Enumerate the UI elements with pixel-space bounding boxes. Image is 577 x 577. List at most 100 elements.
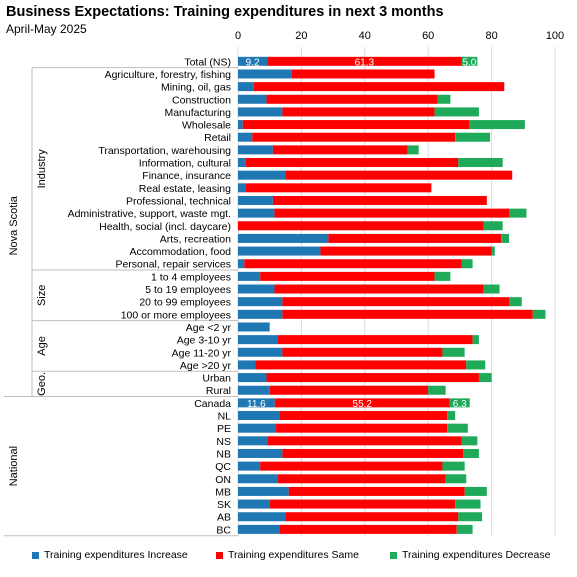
- bar-finance-insurance-9-training-expenditures-same: [285, 170, 513, 180]
- row-label-mining-oil-gas-2: Mining, oil, gas: [161, 82, 231, 94]
- bar-wholesale-5-training-expenditures-increase: [238, 120, 243, 130]
- row-label-bc-37: BC: [216, 524, 231, 536]
- bar-ns-30-training-expenditures-decrease: [461, 436, 478, 446]
- row-label-on-33: ON: [215, 474, 231, 486]
- chart-title: Business Expectations: Training expendit…: [6, 4, 444, 20]
- bar-age-20-yr-24-training-expenditures-increase: [238, 360, 256, 370]
- bar-accommodation-food-15-training-expenditures-increase: [238, 246, 321, 256]
- bar-100-or-more-employees-20-training-expenditures-same: [282, 309, 533, 319]
- row-label-health-social-incl-daycare-13: Health, social (incl. daycare): [99, 221, 231, 233]
- bar-canada-27-training-expenditures-increase: [238, 398, 275, 408]
- bar-rural-26-training-expenditures-same: [269, 385, 429, 395]
- bar-nl-28-training-expenditures-same: [279, 411, 448, 421]
- data-label-canada-27-s0: 11.6: [247, 399, 266, 410]
- bar-1-to-4-employees-17-training-expenditures-increase: [238, 271, 261, 281]
- row-label-professional-technical-11: Professional, technical: [126, 195, 231, 207]
- bar-arts-recreation-14-training-expenditures-same: [328, 233, 502, 243]
- row-label-wholesale-5: Wholesale: [182, 120, 231, 132]
- bar-100-or-more-employees-20-training-expenditures-increase: [238, 309, 283, 319]
- bar-rural-26-training-expenditures-decrease: [428, 385, 446, 395]
- row-label-ab-36: AB: [217, 512, 231, 524]
- row-label-pe-29: PE: [217, 423, 231, 435]
- bar-age-2-yr-21-training-expenditures-increase: [238, 322, 270, 332]
- bar-100-or-more-employees-20-training-expenditures-decrease: [532, 309, 546, 319]
- bar-information-cultural-8-training-expenditures-decrease: [458, 158, 503, 168]
- bar-mb-34-training-expenditures-increase: [238, 486, 289, 496]
- bar-agriculture-forestry-fishing-1-training-expenditures-increase: [238, 69, 292, 79]
- bar-age-3-10-yr-22-training-expenditures-increase: [238, 335, 278, 345]
- chart-subtitle: April-May 2025: [6, 22, 87, 36]
- bar-on-33-training-expenditures-increase: [238, 474, 278, 484]
- bar-qc-32-training-expenditures-increase: [238, 461, 261, 471]
- bar-20-to-99-employees-19-training-expenditures-increase: [238, 297, 283, 307]
- bar-health-social-incl-daycare-13-training-expenditures-same: [238, 221, 484, 231]
- row-label-total-ns-0: Total (NS): [184, 56, 231, 68]
- bar-qc-32-training-expenditures-decrease: [442, 461, 465, 471]
- row-label-agriculture-forestry-fishing-1: Agriculture, forestry, fishing: [105, 69, 232, 81]
- row-label-nl-28: NL: [218, 411, 232, 423]
- bar-nb-31-training-expenditures-increase: [238, 448, 283, 458]
- bar-transportation-warehousing-7-training-expenditures-increase: [238, 145, 273, 155]
- bar-on-33-training-expenditures-same: [277, 474, 446, 484]
- bar-urban-25-training-expenditures-same: [266, 373, 479, 383]
- row-label-mb-34: MB: [215, 486, 231, 498]
- bar-age-11-20-yr-23-training-expenditures-decrease: [442, 347, 465, 357]
- bar-mb-34-training-expenditures-decrease: [464, 486, 487, 496]
- bar-administrative-support-waste-mgt-12-training-expenditures-decrease: [509, 208, 527, 218]
- bar-mining-oil-gas-2-training-expenditures-same: [253, 82, 505, 92]
- bar-canada-27-training-expenditures-same: [274, 398, 450, 408]
- legend-item-decrease: Training expenditures Decrease: [390, 549, 550, 561]
- bar-wholesale-5-training-expenditures-decrease: [469, 120, 525, 130]
- bar-real-estate-leasing-10-training-expenditures-increase: [238, 183, 246, 193]
- group-label-nova-scotia: Nova Scotia: [8, 195, 20, 255]
- bar-manufacturing-4-training-expenditures-increase: [238, 107, 283, 117]
- legend-label-same: Training expenditures Same: [228, 549, 359, 561]
- data-label-total-ns-0-s1: 61.3: [355, 57, 375, 68]
- x-tick-label-80: 80: [485, 30, 497, 42]
- legend-item-same: Training expenditures Same: [216, 549, 359, 561]
- bar-age-3-10-yr-22-training-expenditures-decrease: [472, 335, 479, 345]
- row-label-age-3-10-yr-22: Age 3-10 yr: [177, 335, 232, 347]
- legend-swatch-same: [216, 551, 223, 559]
- row-label-age-2-yr-21: Age <2 yr: [186, 322, 232, 334]
- bar-total-ns-0-training-expenditures-decrease: [461, 56, 478, 66]
- bar-professional-technical-11-training-expenditures-same: [272, 195, 487, 205]
- row-label-personal-repair-services-16: Personal, repair services: [115, 259, 231, 271]
- row-label-transportation-warehousing-7: Transportation, warehousing: [98, 145, 231, 157]
- bar-bc-37-training-expenditures-decrease: [456, 524, 473, 534]
- bar-total-ns-0-training-expenditures-increase: [238, 56, 268, 66]
- bar-accommodation-food-15-training-expenditures-same: [320, 246, 492, 256]
- bar-1-to-4-employees-17-training-expenditures-same: [260, 271, 435, 281]
- bar-mining-oil-gas-2-training-expenditures-increase: [238, 82, 254, 92]
- row-label-manufacturing-4: Manufacturing: [164, 107, 231, 119]
- data-label-canada-27-s1: 55.2: [353, 399, 373, 410]
- bar-on-33-training-expenditures-decrease: [445, 474, 467, 484]
- bar-pe-29-training-expenditures-decrease: [447, 423, 468, 433]
- x-tick-label-0: 0: [235, 30, 241, 42]
- data-label-total-ns-0-s0: 9.2: [246, 57, 260, 68]
- bar-pe-29-training-expenditures-increase: [238, 423, 277, 433]
- bar-qc-32-training-expenditures-same: [260, 461, 443, 471]
- row-label-100-or-more-employees-20: 100 or more employees: [121, 309, 231, 321]
- bar-transportation-warehousing-7-training-expenditures-decrease: [407, 145, 419, 155]
- bar-personal-repair-services-16-training-expenditures-increase: [238, 259, 245, 269]
- row-label-accommodation-food-15: Accommodation, food: [129, 246, 231, 258]
- bar-5-to-19-employees-18-training-expenditures-decrease: [483, 284, 500, 294]
- bar-ab-36-training-expenditures-decrease: [458, 512, 483, 522]
- row-label-nb-31: NB: [216, 448, 231, 460]
- subgroup-label-age: Age: [36, 336, 48, 356]
- bar-arts-recreation-14-training-expenditures-increase: [238, 233, 329, 243]
- bar-real-estate-leasing-10-training-expenditures-same: [245, 183, 432, 193]
- x-tick-label-100: 100: [546, 30, 564, 42]
- bar-age-11-20-yr-23-training-expenditures-increase: [238, 347, 283, 357]
- legend-swatch-increase: [32, 551, 39, 559]
- row-label-retail-6: Retail: [204, 132, 231, 144]
- row-label-arts-recreation-14: Arts, recreation: [160, 233, 231, 245]
- bar-total-ns-0-training-expenditures-same: [267, 56, 462, 66]
- bar-5-to-19-employees-18-training-expenditures-increase: [238, 284, 275, 294]
- legend-label-decrease: Training expenditures Decrease: [402, 549, 551, 561]
- bar-20-to-99-employees-19-training-expenditures-same: [282, 297, 510, 307]
- subgroup-label-size: Size: [36, 285, 48, 306]
- x-tick-label-60: 60: [422, 30, 434, 42]
